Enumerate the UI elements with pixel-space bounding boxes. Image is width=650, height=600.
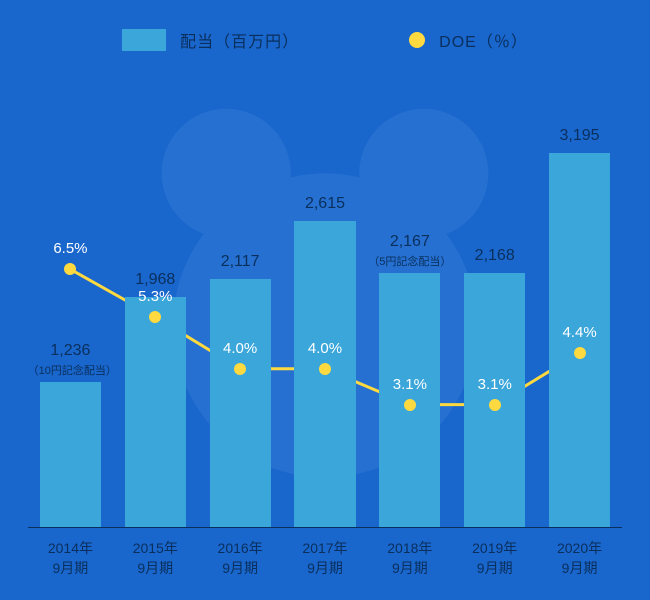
x-axis-label: 2017年9月期 xyxy=(283,538,368,579)
x-axis-label: 2014年9月期 xyxy=(28,538,113,579)
x-axis-label: 2020年9月期 xyxy=(537,538,622,579)
doe-value-label: 4.0% xyxy=(308,340,342,357)
bar-value-label: 2,167 xyxy=(379,233,440,251)
x-axis-label: 2019年9月期 xyxy=(452,538,537,579)
legend-bar-label: 配当（百万円） xyxy=(180,28,299,52)
bar-sublabel: （5円記念配当） xyxy=(367,253,453,269)
x-axis-labels: 2014年9月期2015年9月期2016年9月期2017年9月期2018年9月期… xyxy=(28,538,622,586)
doe-value-label: 3.1% xyxy=(393,376,427,393)
doe-marker xyxy=(234,363,246,375)
x-axis-label: 2015年9月期 xyxy=(113,538,198,579)
bar-value-label: 3,195 xyxy=(549,127,610,145)
bar: 1,236（10円記念配当） xyxy=(40,382,101,527)
bar-value-label: 2,615 xyxy=(294,195,355,213)
doe-value-label: 5.3% xyxy=(138,288,172,305)
doe-marker xyxy=(319,363,331,375)
doe-marker xyxy=(64,263,76,275)
plot-area: 1,236（10円記念配当）6.5%1,9685.3%2,1174.0%2,61… xyxy=(28,130,622,528)
bar: 1,968 xyxy=(125,297,186,527)
legend-bar-swatch xyxy=(122,29,166,51)
legend-line-swatch xyxy=(409,32,425,48)
x-axis-label: 2016年9月期 xyxy=(198,538,283,579)
doe-marker xyxy=(574,347,586,359)
doe-marker xyxy=(489,399,501,411)
bar-value-label: 2,117 xyxy=(210,253,271,271)
chart-legend: 配当（百万円） DOE（％） xyxy=(0,28,650,52)
x-axis-baseline xyxy=(28,527,622,528)
legend-item-line: DOE（％） xyxy=(409,28,528,52)
bar-sublabel: （10円記念配当） xyxy=(28,362,114,378)
doe-value-label: 4.0% xyxy=(223,340,257,357)
dividend-doe-chart: 配当（百万円） DOE（％） 1,236（10円記念配当）6.5%1,9685.… xyxy=(0,0,650,600)
bar: 2,117 xyxy=(210,279,271,527)
bar-value-label: 1,236 xyxy=(40,342,101,360)
legend-item-bar: 配当（百万円） xyxy=(122,28,299,52)
doe-marker xyxy=(149,311,161,323)
legend-line-label: DOE（％） xyxy=(439,28,528,52)
doe-marker xyxy=(404,399,416,411)
bar-value-label: 1,968 xyxy=(125,271,186,289)
doe-value-label: 3.1% xyxy=(478,376,512,393)
doe-value-label: 6.5% xyxy=(53,240,87,257)
x-axis-label: 2018年9月期 xyxy=(367,538,452,579)
doe-value-label: 4.4% xyxy=(562,324,596,341)
bar-value-label: 2,168 xyxy=(464,247,525,265)
